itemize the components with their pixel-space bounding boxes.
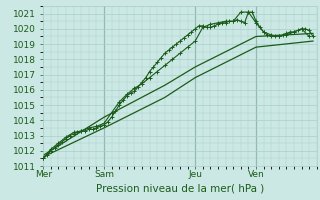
X-axis label: Pression niveau de la mer( hPa ): Pression niveau de la mer( hPa )	[96, 183, 264, 193]
